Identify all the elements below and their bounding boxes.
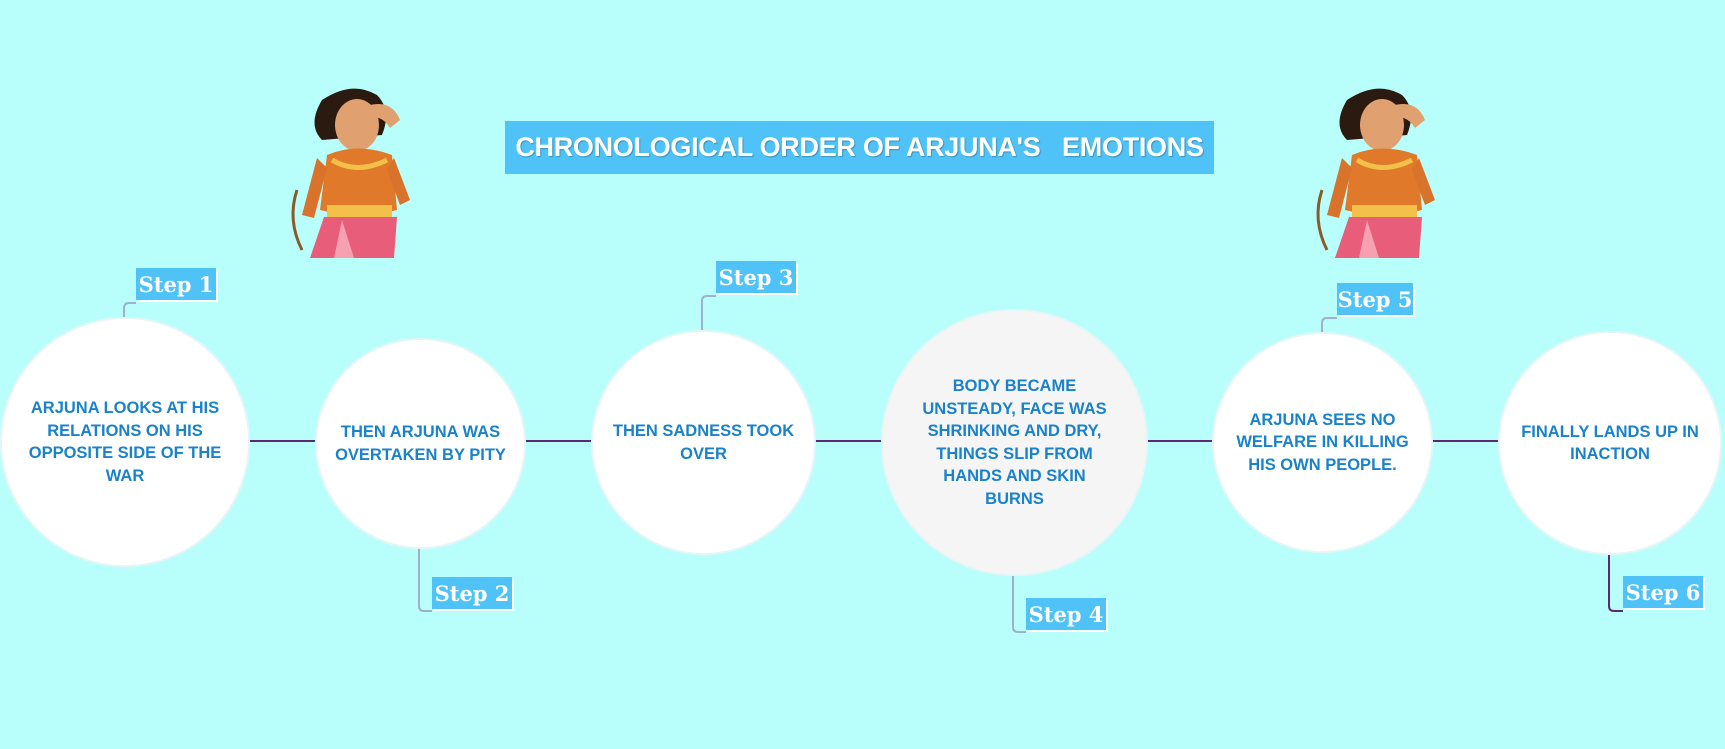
node-step-6-text: FINALLY LANDS UP IN INACTION	[1521, 422, 1699, 464]
leader-step-3	[701, 295, 716, 331]
diagram-title: CHRONOLOGICAL ORDER OF ARJUNA'S EMOTIONS	[505, 121, 1214, 174]
step-5-label[interactable]: Step 5	[1337, 283, 1413, 315]
node-step-4-text: BODY BECAME UNSTEADY, FACE WAS SHRINKING…	[922, 377, 1107, 508]
node-step-4[interactable]: BODY BECAME UNSTEADY, FACE WAS SHRINKING…	[881, 309, 1148, 576]
node-step-2-text: THEN ARJUNA WAS OVERTAKEN BY PITY	[335, 423, 506, 464]
node-step-2[interactable]: THEN ARJUNA WAS OVERTAKEN BY PITY	[315, 338, 526, 549]
leader-step-5	[1321, 317, 1337, 333]
arjuna-figure-right	[1316, 88, 1435, 258]
leader-step-4	[1012, 576, 1026, 633]
step-6-label[interactable]: Step 6	[1623, 576, 1703, 608]
node-step-1-text: ARJUNA LOOKS AT HIS RELATIONS ON HIS OPP…	[28, 399, 222, 485]
step-1-label[interactable]: Step 1	[136, 268, 216, 300]
node-step-5[interactable]: ARJUNA SEES NO WELFARE IN KILLING HIS OW…	[1212, 332, 1433, 553]
leader-step-1	[123, 302, 136, 318]
leader-step-6	[1608, 555, 1623, 612]
arjuna-figure-left	[291, 88, 410, 258]
step-2-label[interactable]: Step 2	[432, 577, 512, 609]
leader-step-2	[418, 549, 432, 612]
node-step-3[interactable]: THEN SADNESS TOOK OVER	[591, 330, 816, 555]
node-step-1[interactable]: ARJUNA LOOKS AT HIS RELATIONS ON HIS OPP…	[0, 317, 250, 567]
node-step-6[interactable]: FINALLY LANDS UP IN INACTION	[1498, 331, 1722, 555]
node-step-5-text: ARJUNA SEES NO WELFARE IN KILLING HIS OW…	[1236, 410, 1409, 474]
step-4-label[interactable]: Step 4	[1026, 598, 1106, 630]
step-3-label[interactable]: Step 3	[716, 261, 796, 293]
node-step-3-text: THEN SADNESS TOOK OVER	[612, 422, 795, 463]
